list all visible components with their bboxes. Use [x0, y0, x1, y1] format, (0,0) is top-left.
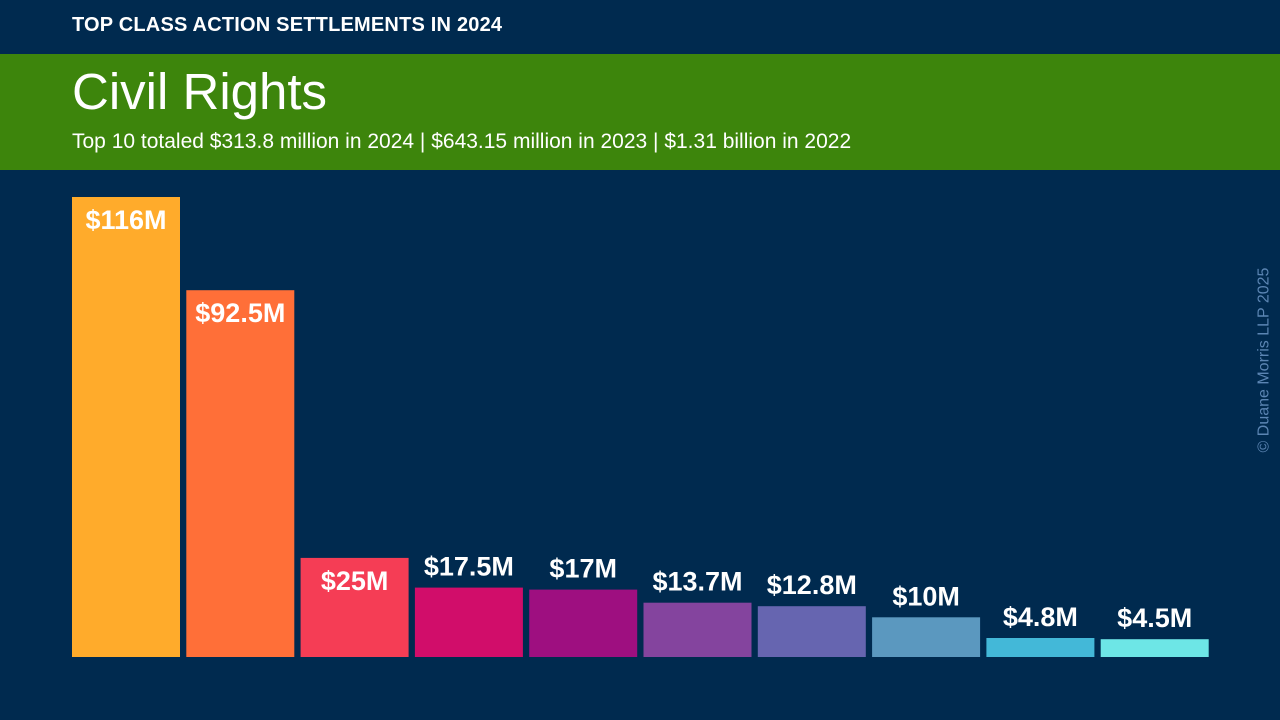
bar-5 — [529, 589, 638, 657]
copyright-text: © Duane Morris LLP 2025 — [1255, 267, 1272, 453]
bar-2 — [186, 290, 295, 657]
chart-subtitle: Top 10 totaled $313.8 million in 2024 | … — [72, 130, 852, 153]
bar-value-label-6: $13.7M — [652, 567, 742, 597]
bar-value-label-7: $12.8M — [767, 570, 857, 600]
bar-1 — [72, 197, 180, 657]
title-band: Civil Rights Top 10 totaled $313.8 milli… — [0, 54, 1280, 170]
chart-kicker: TOP CLASS ACTION SETTLEMENTS IN 2024 — [72, 14, 503, 36]
copyright-note: © Duane Morris LLP 2025 — [1246, 252, 1280, 468]
chart-title: Civil Rights — [72, 63, 328, 120]
bar-label-group: $116M $92.5M $25M $17.5M $17M $13.7M $12.8M $10… — [85, 205, 1192, 633]
bar-10 — [1100, 639, 1209, 657]
bar-7 — [757, 606, 866, 657]
bar-value-label-9: $4.8M — [1003, 602, 1078, 632]
bar-value-label-8: $10M — [892, 581, 960, 611]
bar-value-label-10: $4.5M — [1117, 603, 1192, 633]
bar-group — [72, 197, 1209, 657]
bar-value-label-3: $25M — [321, 566, 389, 596]
bar-8 — [872, 617, 981, 657]
bar-value-label-4: $17.5M — [424, 552, 514, 582]
bar-value-label-2: $92.5M — [195, 298, 285, 328]
bar-value-label-5: $17M — [549, 554, 617, 584]
bar-3 — [300, 557, 409, 657]
bar-4 — [414, 587, 523, 657]
bar-9 — [986, 638, 1095, 657]
bar-6 — [643, 602, 752, 657]
bar-value-label-1: $116M — [85, 205, 166, 235]
